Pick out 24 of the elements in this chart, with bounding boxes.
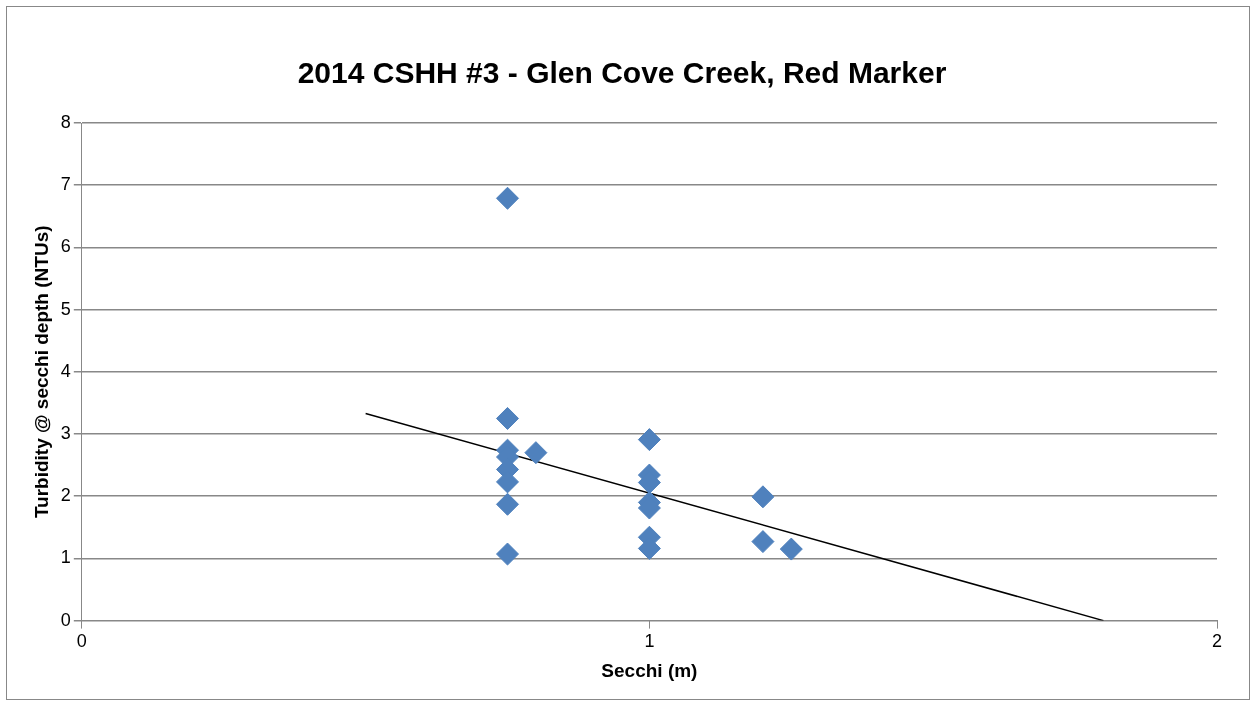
y-tick-label: 7 [60, 174, 71, 195]
y-tick-label: 1 [60, 547, 71, 568]
y-tick-label: 0 [60, 609, 71, 630]
point [496, 542, 520, 566]
y-tick-label: 4 [60, 360, 71, 381]
chart-title: 2014 CSHH #3 - Glen Cove Creek, Red Marker [297, 56, 947, 90]
point [496, 406, 520, 430]
point [637, 428, 661, 452]
point [524, 441, 548, 465]
point [779, 537, 803, 561]
y-tick-label: 5 [60, 298, 71, 319]
point [496, 492, 520, 516]
x-tick-label: 2 [1211, 631, 1223, 652]
x-axis-title: Secchi (m) [601, 659, 698, 681]
point [751, 530, 775, 554]
point [496, 186, 520, 210]
y-tick-label: 2 [60, 485, 71, 506]
point [751, 485, 775, 509]
x-tick-label: 0 [76, 631, 87, 652]
y-tick-label: 6 [60, 236, 71, 257]
x-tick-label: 1 [644, 631, 655, 652]
y-axis-title: Turbidity @ secchi depth (NTUs) [30, 225, 52, 519]
y-tick-label: 8 [60, 111, 71, 132]
y-tick-label: 3 [60, 422, 71, 443]
